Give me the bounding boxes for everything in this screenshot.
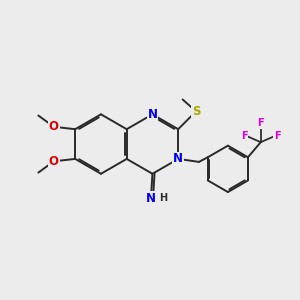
Text: O: O xyxy=(49,120,59,133)
Text: F: F xyxy=(274,131,280,141)
Text: F: F xyxy=(257,118,264,128)
Text: F: F xyxy=(241,131,248,141)
Text: O: O xyxy=(49,155,59,168)
Text: N: N xyxy=(147,108,158,121)
Text: S: S xyxy=(192,105,200,118)
Text: H: H xyxy=(159,193,167,203)
Text: N: N xyxy=(173,152,183,165)
Text: N: N xyxy=(146,192,156,205)
